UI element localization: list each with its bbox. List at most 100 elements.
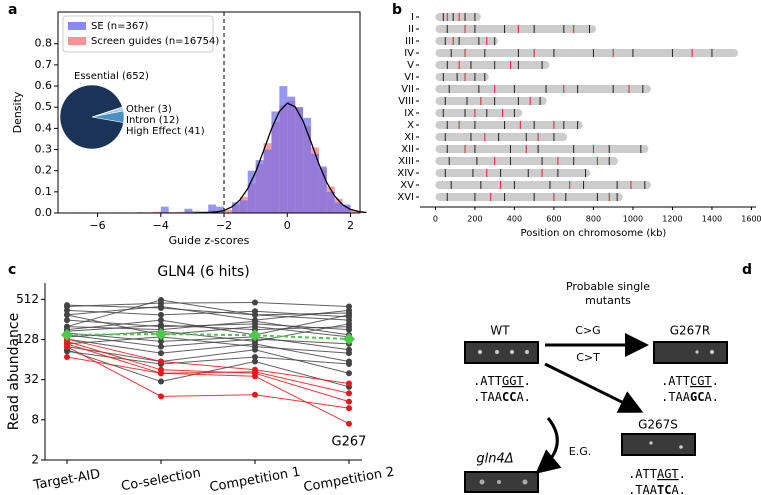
plot-frame [57,11,361,214]
y-tick-label: 0.1 [35,185,53,198]
gel-band [653,341,728,364]
chromosome [435,37,499,45]
sequence-part: TC [657,483,671,495]
x-tick-label: 200 [467,215,482,224]
sequence: .TAATCA. [628,483,686,495]
x-tick-label: 800 [586,215,601,224]
diagram: Probable single mutants WT G267R G267S g… [464,280,728,493]
strain-label: G267S [638,418,678,432]
arrow-label: C>T [576,351,600,364]
bar [263,149,272,213]
bar [318,166,327,213]
point [252,299,258,306]
point [346,309,352,316]
chromosome [435,121,583,129]
y-axis-label: Density [11,91,24,133]
sequence-part: .ATT [661,374,690,388]
series-line [66,324,350,332]
chromosome-label: XII [401,144,414,155]
sequence: .TAACCA. [473,390,531,404]
panel-label: a [8,2,17,18]
point [158,358,164,365]
series-line [66,332,350,341]
x-tick-label: 1600 [741,215,761,224]
series-line [66,305,350,321]
bar [247,170,256,213]
point [158,338,164,345]
sequence-part: .ATT [628,467,657,481]
series-line [66,346,350,409]
chromosome-label: III [405,36,414,47]
point [346,405,352,412]
spot [497,480,501,484]
series-line [66,338,350,385]
chromosome-label: XVI [397,192,414,203]
series-line [66,350,350,365]
strain-label: WT [490,324,510,338]
bar [303,117,311,213]
spot [479,479,485,485]
point [252,318,258,325]
point [158,297,164,304]
point [346,398,352,405]
point [158,350,164,357]
strain-label: G267R [670,324,711,338]
point [252,366,258,373]
heading: mutants [585,294,631,307]
series-line [66,356,350,425]
annotation: G267 [332,435,367,450]
spot [510,350,514,354]
x-tick-label: −2 [216,219,232,232]
chromosome-label: V [407,60,414,71]
point [346,380,352,387]
chromosome [435,169,591,177]
bar [216,206,225,213]
point [346,420,352,427]
strain-label: gln4Δ [476,452,513,467]
chromosome-label: XIII [398,156,414,167]
point [61,328,73,341]
point [252,358,258,365]
series-line [66,336,350,354]
x-axis-label: Guide z-scores [169,234,250,247]
x-tick-label: 0 [284,219,291,232]
chromosome-label: XV [400,180,414,191]
point [346,360,352,367]
gel-band [464,471,539,493]
spot [522,479,528,485]
sequence-part: GGT [502,374,524,388]
y-tick-label: 0.7 [35,58,53,71]
point [158,304,164,311]
bar [160,206,169,213]
point [158,317,164,324]
spot [649,441,653,445]
sequence: .ATTAGT. [628,467,686,481]
bar [342,204,351,213]
series-line [66,338,350,362]
bar [334,202,343,213]
bar [350,210,359,213]
arrow-label: E.G. [569,445,591,458]
pie-label: High Effect (41) [126,126,205,137]
point [249,329,261,342]
bar [255,160,264,213]
series-line [66,323,350,342]
y-tick-label: 32 [24,372,39,386]
series-line [66,340,350,403]
bar [239,200,248,213]
y-tick-label: 2 [31,453,39,467]
chromosome-label: VI [404,72,414,83]
chromosome-label: VIII [398,96,414,107]
bar [279,86,288,213]
chromosome-label: IX [404,108,414,119]
x-tick-label: 1000 [623,215,643,224]
sequence-part: GC [690,390,704,404]
y-tick-label: 0.6 [35,79,53,92]
legend-box [62,15,214,53]
spot [695,350,699,354]
point [64,353,70,360]
arrow-label: C>G [575,324,600,337]
chromosome [435,157,618,165]
sequence-part: CC [502,390,516,404]
